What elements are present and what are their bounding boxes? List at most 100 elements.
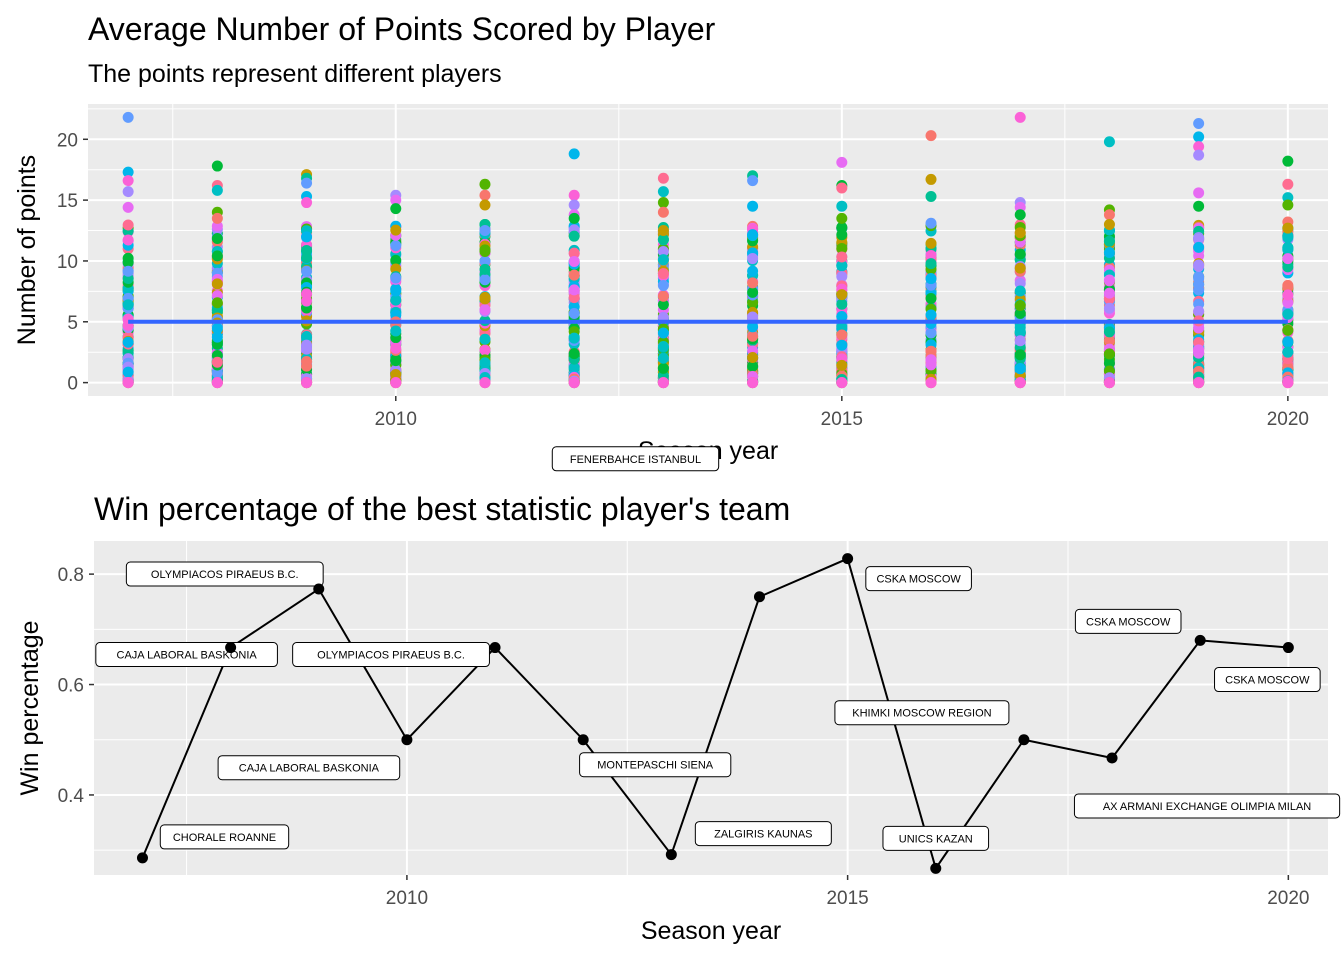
team-label-text: ZALGIRIS KAUNAS: [714, 829, 812, 841]
player-point: [925, 292, 937, 304]
player-point: [1282, 377, 1294, 389]
player-point: [390, 369, 402, 381]
player-point: [479, 199, 491, 211]
player-point: [1014, 227, 1026, 239]
player-point: [568, 284, 580, 296]
player-point: [747, 200, 759, 212]
player-point: [747, 286, 759, 298]
player-point: [836, 377, 848, 389]
player-point: [301, 252, 313, 264]
team-label-box: [865, 566, 972, 592]
player-point: [390, 194, 402, 206]
player-point: [836, 298, 848, 310]
player-point: [479, 178, 491, 190]
player-point: [1193, 117, 1205, 129]
win-point: [489, 642, 501, 654]
player-point: [479, 293, 491, 305]
player-point: [568, 332, 580, 344]
win-point: [401, 734, 413, 746]
player-point: [657, 362, 669, 374]
win-percentage-line: [141, 557, 1289, 871]
player-point: [1014, 307, 1026, 319]
player-point: [479, 377, 491, 389]
team-label-box: [1214, 667, 1321, 693]
team-label-text: AX ARMANI EXCHANGE OLIMPIA MILAN: [1103, 801, 1311, 813]
team-label-text: MONTEPASCHI SIENA: [597, 760, 714, 772]
player-point: [479, 357, 491, 369]
top-x-axis: 2010 2015 2020: [375, 396, 1309, 430]
player-point: [1014, 262, 1026, 274]
win-point: [930, 862, 942, 874]
bottom-y-axis-title: Win percentage: [16, 620, 44, 795]
player-point: [301, 355, 313, 367]
player-point: [1282, 261, 1294, 273]
team-label-text: OLYMPIACOS PIRAEUS B.C.: [317, 650, 465, 662]
team-label-text: UNICS KAZAN: [899, 833, 973, 845]
player-point: [211, 250, 223, 262]
player-point: [1193, 200, 1205, 212]
player-point: [657, 246, 669, 258]
player-point: [1282, 308, 1294, 320]
team-label-text: CHORALE ROANNE: [173, 832, 276, 844]
player-point: [390, 272, 402, 284]
bottom-x-axis: 2010 2015 2020: [386, 875, 1309, 909]
player-point: [211, 323, 223, 335]
player-point: [301, 231, 313, 243]
player-point: [568, 348, 580, 360]
player-point: [390, 285, 402, 297]
player-point: [1282, 336, 1294, 348]
player-point: [747, 265, 759, 277]
player-point: [568, 269, 580, 281]
player-point: [925, 345, 937, 357]
team-label: FENERBAHCE ISTANBUL: [551, 446, 720, 472]
player-point: [122, 336, 134, 348]
player-point: [925, 190, 937, 202]
player-point: [1014, 111, 1026, 123]
player-point: [122, 234, 134, 246]
player-point: [657, 225, 669, 237]
team-label: AX ARMANI EXCHANGE OLIMPIA MILAN: [1073, 793, 1341, 819]
player-point: [836, 259, 848, 271]
player-point: [568, 189, 580, 201]
player-point: [747, 321, 759, 333]
player-point: [1103, 235, 1115, 247]
win-point: [577, 734, 589, 746]
player-point: [1193, 279, 1205, 291]
player-point: [390, 353, 402, 365]
player-point: [301, 288, 313, 300]
player-point: [568, 362, 580, 374]
player-point: [1193, 305, 1205, 317]
player-point: [479, 255, 491, 267]
player-point: [657, 197, 669, 209]
player-point: [479, 244, 491, 256]
top-points: [122, 111, 1294, 389]
player-point: [836, 221, 848, 233]
player-point: [836, 329, 848, 341]
y-tick-label: 10: [57, 252, 78, 273]
player-point: [1103, 377, 1115, 389]
y-tick-label: 15: [57, 191, 78, 212]
player-point: [1282, 253, 1294, 265]
player-point: [1103, 209, 1115, 221]
player-point: [479, 225, 491, 237]
win-point: [665, 849, 677, 861]
player-point: [122, 252, 134, 264]
top-plot-panel: [88, 104, 1328, 396]
team-label-text: OLYMPIACOS PIRAEUS B.C.: [151, 569, 299, 581]
team-label: CSKA MOSCOW: [1074, 608, 1182, 634]
player-point: [122, 366, 134, 378]
player-point: [1014, 248, 1026, 260]
player-point: [747, 377, 759, 389]
x-tick-label: 2010: [375, 409, 417, 430]
team-label-text: CSKA MOSCOW: [876, 574, 961, 586]
player-point: [747, 175, 759, 187]
player-point: [836, 156, 848, 168]
player-point: [925, 327, 937, 339]
player-point: [1282, 297, 1294, 309]
player-point: [568, 292, 580, 304]
player-point: [301, 197, 313, 209]
player-point: [211, 377, 223, 389]
player-point: [122, 265, 134, 277]
bottom-y-axis: 0.4 0.6 0.8: [58, 565, 94, 807]
